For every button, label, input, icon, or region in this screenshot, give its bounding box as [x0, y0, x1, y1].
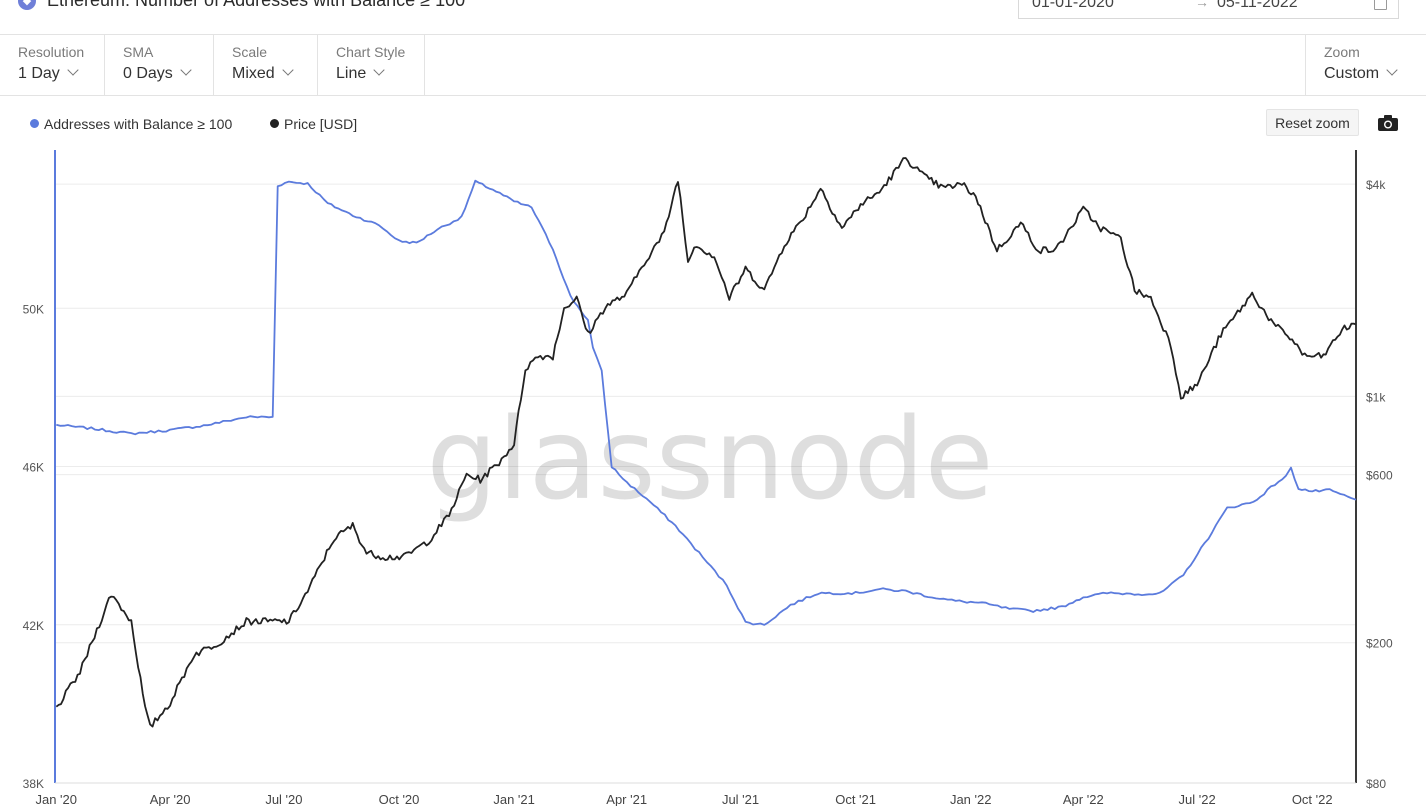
zoom-select[interactable]: Zoom Custom: [1305, 35, 1426, 95]
x-tick-label: Apr '21: [606, 792, 647, 806]
y-left-tick-label: 50K: [23, 302, 44, 316]
x-tick-label: Jul '21: [722, 792, 759, 806]
y-left-tick-label: 42K: [23, 619, 44, 633]
x-tick-label: Apr '22: [1063, 792, 1104, 806]
chart-controls: Resolution 1 Day SMA 0 Days Scale Mixed …: [0, 35, 1426, 96]
x-tick-label: Oct '21: [835, 792, 876, 806]
resolution-select[interactable]: Resolution 1 Day: [0, 35, 105, 95]
y-right-tick-label: $4k: [1366, 178, 1386, 192]
legend-item-price[interactable]: Price [USD]: [270, 116, 357, 132]
legend-dot-addresses: [30, 119, 39, 128]
legend-item-addresses[interactable]: Addresses with Balance ≥ 100: [30, 116, 232, 132]
resolution-value[interactable]: 1 Day: [18, 64, 79, 83]
zoom-value[interactable]: Custom: [1324, 64, 1398, 83]
resolution-label: Resolution: [18, 44, 85, 60]
zoom-label: Zoom: [1324, 44, 1360, 60]
sma-label: SMA: [123, 44, 154, 60]
price-series-line: [55, 157, 1357, 728]
y-left-tick-label: 46K: [23, 461, 44, 475]
sma-value[interactable]: 0 Days: [123, 64, 192, 83]
y-right-tick-label: $600: [1366, 469, 1393, 483]
date-range-arrow: →: [1195, 0, 1209, 10]
scale-select[interactable]: Scale Mixed: [214, 35, 318, 95]
addresses-series-line: [56, 179, 1357, 626]
y-right-tick-label: $200: [1366, 637, 1393, 651]
legend-dot-price: [270, 119, 279, 128]
x-tick-label: Apr '20: [150, 792, 191, 806]
date-from-input[interactable]: 01-01-2020: [1032, 0, 1114, 11]
y-right-tick-label: $1k: [1366, 390, 1386, 404]
date-to-input[interactable]: 05-11-2022: [1217, 0, 1298, 11]
date-range-picker[interactable]: 01-01-2020 → 05-11-2022: [1018, 0, 1399, 19]
x-tick-label: Oct '20: [379, 792, 420, 806]
scale-label: Scale: [232, 44, 268, 60]
scale-value[interactable]: Mixed: [232, 64, 294, 83]
chart-style-value[interactable]: Line: [336, 64, 385, 83]
title-bar: ◆ Ethereum: Number of Addresses with Bal…: [0, 0, 1426, 35]
x-tick-label: Jul '20: [265, 792, 302, 806]
y-right-tick-label: $80: [1366, 777, 1386, 791]
camera-icon[interactable]: [1377, 114, 1399, 132]
x-tick-label: Oct '22: [1292, 792, 1333, 806]
x-tick-label: Jan '21: [493, 792, 535, 806]
ethereum-icon: ◆: [18, 0, 36, 10]
x-tick-label: Jan '22: [950, 792, 992, 806]
calendar-icon[interactable]: [1374, 0, 1387, 10]
chart-axes: [54, 150, 1357, 784]
page-title: Ethereum: Number of Addresses with Balan…: [47, 0, 466, 10]
sma-select[interactable]: SMA 0 Days: [105, 35, 214, 95]
y-left-tick-label: 38K: [23, 777, 44, 791]
watermark: glassnode: [426, 395, 993, 525]
chart-series: [55, 157, 1357, 728]
x-tick-label: Jul '22: [1179, 792, 1216, 806]
x-tick-label: Jan '20: [35, 792, 77, 806]
chart-style-select[interactable]: Chart Style Line: [318, 35, 425, 95]
chart-style-label: Chart Style: [336, 44, 406, 60]
reset-zoom-button[interactable]: Reset zoom: [1266, 109, 1359, 136]
tick-labels: 38K 42K 46K 50K $80 $200 $600 $1k $4k Jan '20 Apr …: [23, 178, 1393, 806]
